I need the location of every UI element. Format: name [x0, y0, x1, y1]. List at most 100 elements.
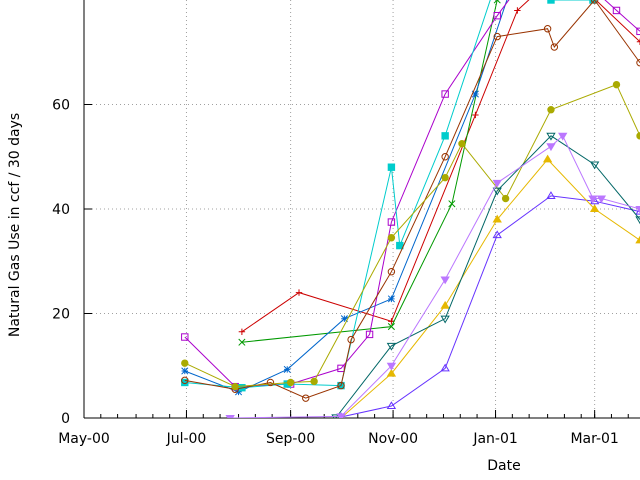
- series-2: [238, 0, 501, 346]
- data-point: [387, 295, 395, 303]
- data-point: [546, 191, 556, 199]
- data-point: [493, 11, 501, 20]
- data-point: [588, 195, 598, 204]
- x-tick-label: Jul-00: [166, 431, 207, 447]
- data-point: [458, 139, 466, 148]
- series-11: [225, 132, 640, 418]
- data-point: [441, 90, 449, 98]
- data-point: [234, 388, 243, 396]
- data-point: [365, 330, 374, 339]
- data-point: [386, 368, 397, 377]
- data-point: [283, 365, 291, 373]
- data-point: [302, 394, 310, 402]
- data-point: [337, 381, 345, 390]
- data-point: [493, 32, 501, 41]
- data-point: [441, 132, 449, 140]
- data-point: [493, 0, 501, 4]
- grid-lines: [84, 0, 640, 418]
- data-point: [347, 335, 355, 344]
- data-point: [547, 0, 555, 4]
- data-point: [387, 234, 396, 242]
- data-point: [266, 378, 275, 387]
- y-tick-label: 40: [52, 202, 70, 218]
- data-point: [547, 106, 555, 114]
- series-1: [238, 0, 640, 335]
- tick-labels: 0 20 40 60 May-00 Jul-00 Sep-00 Nov-00 Jan-01 Mar…: [52, 98, 619, 448]
- data-point: [440, 300, 450, 309]
- data-point: [635, 235, 640, 244]
- data-point: [636, 38, 640, 45]
- data-point: [440, 363, 450, 372]
- data-point: [514, 7, 521, 14]
- series-line: [184, 0, 593, 389]
- data-point: [331, 414, 341, 418]
- data-point: [336, 413, 346, 418]
- series-line: [230, 134, 640, 418]
- series-10: [331, 132, 640, 418]
- y-axis-title: Natural Gas Use in ccf / 30 days: [7, 113, 23, 337]
- data-point: [181, 378, 189, 387]
- data-point: [492, 187, 502, 196]
- data-point: [501, 194, 510, 203]
- data-point: [492, 214, 502, 223]
- data-point: [387, 218, 396, 226]
- data-point: [635, 216, 640, 225]
- x-tick-label: May-00: [58, 431, 110, 447]
- data-point: [340, 315, 348, 323]
- data-point: [471, 90, 479, 98]
- data-point: [231, 382, 239, 391]
- data-point: [440, 315, 450, 324]
- data-point: [441, 173, 449, 182]
- data-point: [596, 195, 607, 204]
- data-point: [396, 241, 404, 250]
- data-point: [543, 25, 552, 33]
- y-tick-label: 0: [61, 411, 70, 427]
- data-point: [635, 206, 640, 215]
- data-point: [181, 333, 189, 341]
- data-point: [542, 154, 553, 163]
- data-point: [589, 161, 600, 170]
- data-point: [589, 204, 600, 213]
- data-point: [635, 205, 640, 214]
- data-point: [386, 362, 397, 371]
- axes: [83, 0, 640, 419]
- data-point: [310, 377, 318, 386]
- data-point: [387, 163, 396, 171]
- series-layer: [181, 0, 640, 418]
- data-point: [546, 143, 556, 152]
- data-point: [441, 153, 449, 161]
- data-point: [550, 43, 559, 51]
- data-point: [558, 132, 568, 141]
- data-point: [181, 376, 189, 385]
- data-point: [387, 323, 395, 331]
- series-line: [184, 0, 640, 399]
- data-point: [492, 179, 502, 188]
- data-point: [472, 111, 479, 119]
- series-7: [181, 80, 640, 391]
- series-line: [340, 195, 640, 418]
- data-point: [612, 6, 621, 15]
- data-point: [295, 289, 303, 296]
- data-point: [440, 276, 450, 285]
- data-point: [387, 268, 396, 276]
- data-point: [546, 132, 556, 141]
- data-point: [225, 414, 235, 418]
- x-tick-label: Sep-00: [266, 431, 315, 447]
- data-point: [386, 401, 397, 410]
- y-tick-label: 60: [52, 98, 70, 114]
- y-tick-label: 20: [52, 307, 70, 323]
- data-point: [337, 364, 345, 373]
- x-axis-title: Date: [487, 458, 520, 474]
- data-point: [612, 80, 621, 89]
- data-point: [238, 328, 246, 335]
- data-point: [492, 230, 502, 239]
- x-tick-label: Nov-00: [368, 431, 418, 447]
- data-point: [181, 367, 189, 375]
- x-tick-label: Jan-01: [472, 431, 517, 447]
- x-tick-label: Mar-01: [570, 431, 618, 447]
- series-3: [181, 0, 508, 396]
- data-point: [590, 0, 599, 4]
- data-point: [181, 359, 189, 367]
